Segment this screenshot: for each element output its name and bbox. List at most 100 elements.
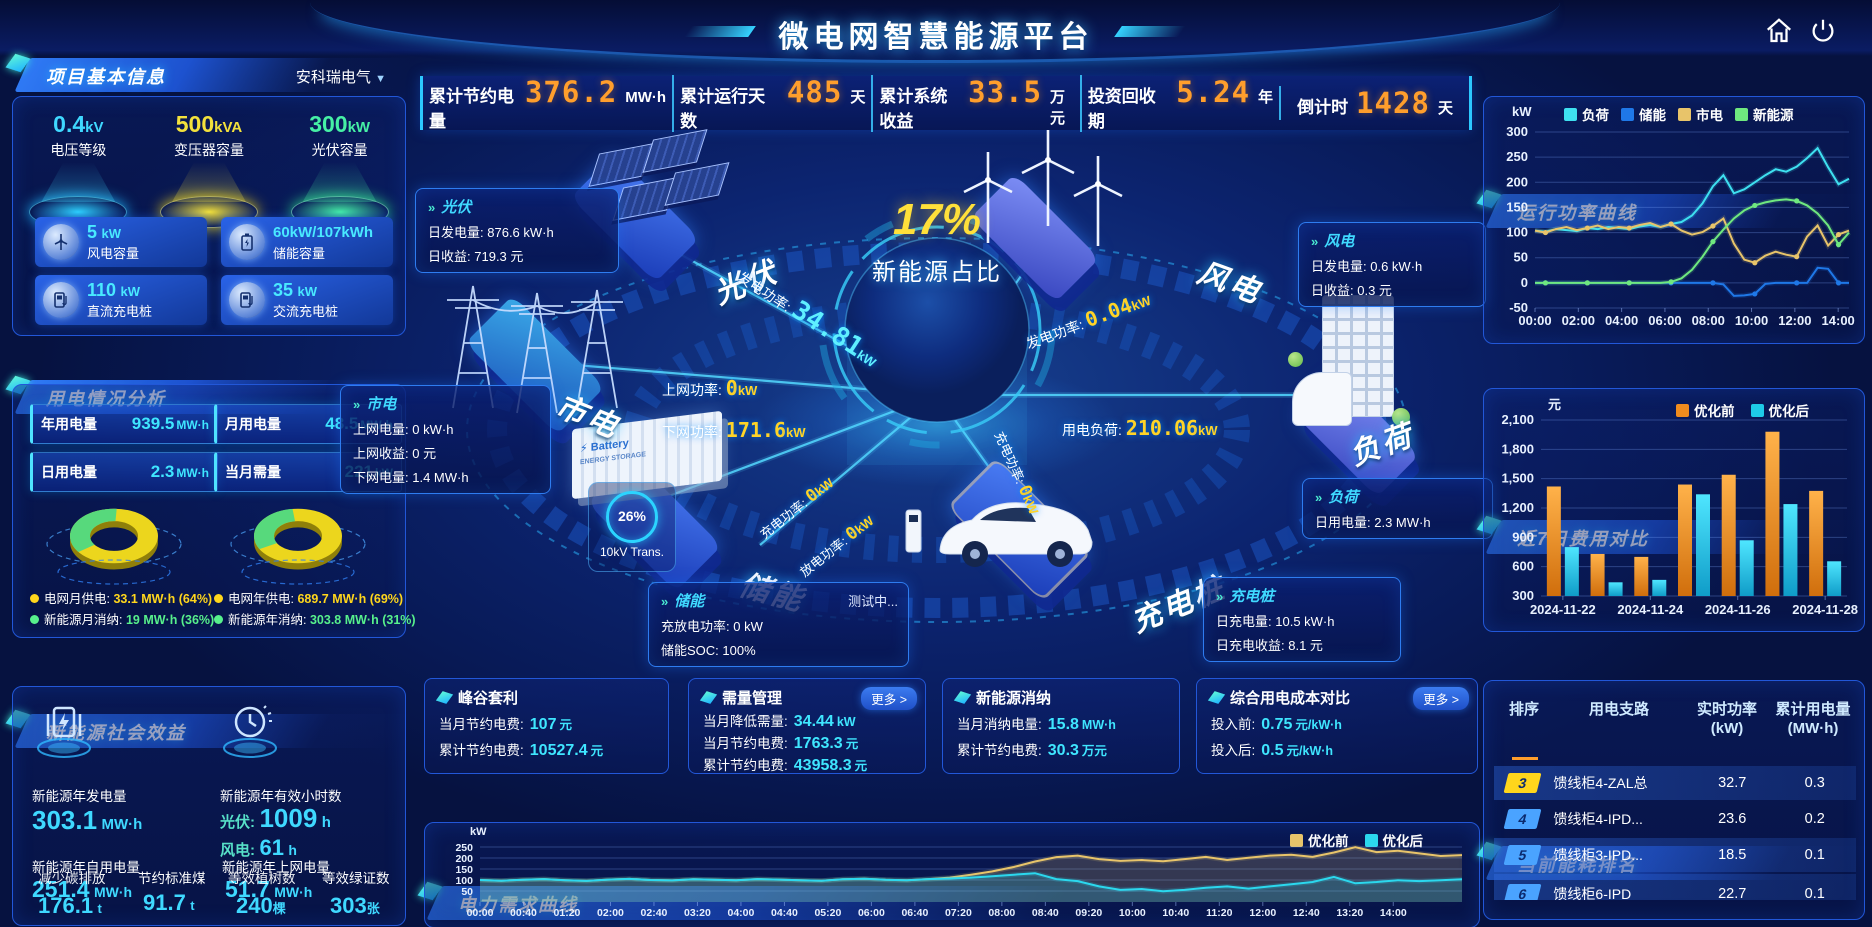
svg-text:07:20: 07:20 [945,907,972,919]
ranking-table-header: 排序 用电支路 实时功率 (kW) 累计用电量 (MW·h) [1508,701,1851,737]
trees-value: 240棵 [236,893,286,918]
cost-legend: 优化前 优化后 [1676,400,1809,420]
kpi-countdown: 倒计时 1428 天 [1279,86,1469,120]
svg-text:900: 900 [1512,529,1534,544]
svg-text:250: 250 [455,842,473,854]
panel-renewable-consumption: 新能源消纳 当月消纳电量: 15.8 MW·h 累计节约电费: 30.3 万元 [942,678,1180,774]
svg-text:02:40: 02:40 [641,907,668,919]
panel-peak-valley: 峰谷套利 当月节约电费: 107 元 累计节约电费: 10527.4 元 [424,678,669,774]
certs-label: 等效绿证数 [322,871,390,886]
load-callout: » 负荷 日用电量: 2.3 MW·h [1302,478,1493,539]
co2-label: 减少碳排放 [38,871,106,886]
transformer-label: 10kV Trans. [599,545,665,559]
legend-renew-month: 新能源月消纳: 19 MW·h (36%) [30,609,214,628]
svg-text:11:20: 11:20 [1206,907,1232,919]
svg-text:250: 250 [1506,149,1528,164]
svg-text:06:40: 06:40 [901,907,928,919]
header-swoosh-decoration [310,0,1560,63]
donut-year-chart [230,508,366,585]
kpi-run-days: 累计运行天数 485 天 [672,74,871,132]
svg-text:50: 50 [461,886,473,898]
svg-text:150: 150 [1506,199,1528,214]
company-select[interactable]: 安科瑞电气 ▼ [295,69,386,86]
ev-car [905,502,1093,567]
kpi-saved-energy: 累计节约电量 376.2 MW·h [429,74,667,131]
microgrid-scene [466,211,1408,623]
svg-text:150: 150 [455,864,473,876]
ranking-row[interactable]: 3 馈线柜4-ZAL总 32.7 0.3 [1494,766,1856,800]
svg-text:12:00: 12:00 [1249,907,1276,919]
svg-text:03:20: 03:20 [684,907,711,919]
panel-benefits [12,686,406,926]
storage-status: 测试中... [848,594,898,609]
svg-text:08:40: 08:40 [1032,907,1059,919]
annual-generation-value: 303.1 MW·h [32,805,143,835]
rank-badge: 5 [1503,845,1542,865]
pedestal-voltage: 0.4kV 电压等级 [29,111,128,228]
svg-text:10:40: 10:40 [1162,907,1189,919]
storage-callout: » 储能 测试中... 充放电功率: 0 kW 储能SOC: 100% [648,582,909,667]
svg-text:2024-11-24: 2024-11-24 [1617,602,1684,617]
draw-power-flow: 下网功率: 171.6kW [662,418,806,442]
demand-mgmt-more-button[interactable]: 更多 > [861,687,917,710]
charger-callout: » 充电桩 日充电量: 10.5 kW·h 日充电收益: 8.1 元 [1203,577,1401,662]
svg-text:50: 50 [1514,250,1528,265]
legend-renew-year: 新能源年消纳: 303.8 MW·h (31%) [214,609,416,628]
svg-text:100: 100 [1506,225,1528,240]
page-title: 微电网智慧能源平台 [778,21,1094,54]
transmission-towers [447,285,623,414]
wind-turbine-icon [43,224,79,260]
svg-text:300: 300 [1506,124,1528,139]
svg-text:02:00: 02:00 [1562,313,1595,328]
svg-text:04:40: 04:40 [771,907,798,919]
ranking-row[interactable]: 6 馈线柜6-IPD 22.7 0.1 [1494,874,1856,900]
svg-text:0: 0 [1521,275,1528,290]
power-icon[interactable] [1808,16,1840,48]
chip-day-usage: 日用电量 2.3 MW·h [30,452,218,492]
title-left-decoration [684,26,756,37]
panel-demand-curve [424,822,1480,927]
svg-text:06:00: 06:00 [1648,313,1681,328]
certs-value: 303张 [330,893,380,918]
svg-text:600: 600 [1512,559,1534,574]
renewable-share-value: 17% [892,195,982,244]
svg-text:06:00: 06:00 [858,907,885,919]
card-ac-charger: 35 kW 交流充电桩 [221,275,393,325]
svg-text:1,800: 1,800 [1501,441,1534,456]
ranking-row[interactable]: 5 馈线柜3-IPD... 18.5 0.1 [1494,838,1856,872]
cost-y-axis-label: 元 [1548,397,1562,412]
trees-label: 等效植树数 [228,871,296,886]
panel-ranking-header: 当前能耗排名 [1476,841,1871,880]
card-wind-capacity: 5 kW 风电容量 [35,217,207,267]
chevron-down-icon: ▼ [375,73,386,85]
wind-hours-value: 风电: 61 h [220,835,297,860]
transformer-widget: 26% 10kV Trans. [588,482,676,572]
panel-cost-bars [1483,388,1865,632]
effective-hours-label: 新能源年有效小时数 [220,789,342,804]
svg-text:14:00: 14:00 [1380,907,1407,919]
svg-text:1,500: 1,500 [1501,471,1534,486]
corner-icon [699,691,718,704]
cost-compare-more-button[interactable]: 更多 > [1413,687,1469,710]
svg-text:2024-11-22: 2024-11-22 [1530,602,1596,617]
svg-text:1,200: 1,200 [1501,500,1534,515]
legend-grid-month: 电网月供电: 33.1 MW·h (64%) [30,588,212,607]
svg-text:2024-11-26: 2024-11-26 [1705,602,1771,617]
panel-cost-compare: 综合用电成本对比 更多 > 投入前: 0.75 元/kW·h 投入后: 0.5 元/kW… [1196,678,1478,774]
kpi-stats-bar: 累计节约电量 376.2 MW·h 累计运行天数 485 天 累计系统收益 33.5 万元 … [420,74,1472,132]
ranking-scroll-indicator [1512,757,1538,760]
dc-charger-icon [43,282,79,318]
card-dc-charger: 110 kW 直流充电桩 [35,275,207,325]
panel-demand-mgmt: 需量管理 更多 > 当月降低需量: 34.44 kW 当月节约电费: 1763.3 元 … [688,678,926,774]
pedestal-pv-capacity: 300kW 光伏容量 [290,111,389,228]
home-icon[interactable] [1764,16,1796,48]
grid-callout: » 市电 上网电量: 0 kW·h 上网收益: 0 元 下网电量: 1.4 MW·… [340,385,551,494]
co2-value: 176.1 t [38,893,102,918]
panel-project-info: 0.4kV 电压等级 500kVA 变压器容量 300kW 光伏容量 5 kW 风… [12,96,406,336]
ranking-row[interactable]: 4 馈线柜4-IPD... 23.6 0.2 [1494,802,1856,836]
tree [1288,352,1303,367]
svg-text:08:00: 08:00 [1692,313,1725,328]
